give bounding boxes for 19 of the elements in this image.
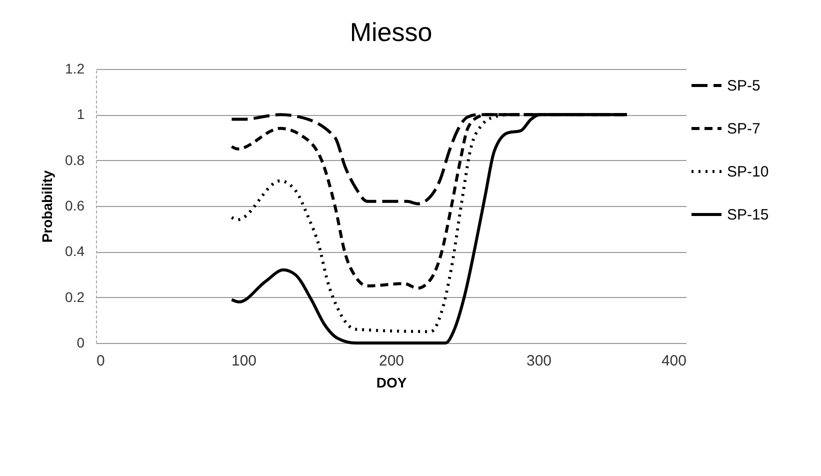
x-tick-label: 100	[231, 352, 257, 370]
legend-label: SP-5	[727, 78, 760, 94]
y-tick-label: 0.8	[65, 152, 85, 168]
y-tick-label: 0	[76, 334, 85, 350]
x-tick-label: 0	[96, 352, 105, 370]
legend-label: SP-10	[727, 164, 769, 180]
legend-label: SP-7	[727, 120, 760, 138]
chart-title: Miesso	[350, 17, 432, 47]
legend-label: SP-15	[727, 206, 769, 224]
y-axis-title: Probability	[39, 170, 56, 243]
x-tick-label: 300	[526, 352, 552, 370]
y-tick-label: 0.6	[65, 198, 85, 214]
y-tick-label: 0.4	[65, 243, 85, 260]
x-tick-label: 400	[661, 352, 686, 370]
y-tick-label: 1.2	[65, 60, 85, 76]
x-tick-label: 200	[378, 352, 404, 370]
y-tick-label: 0.2	[65, 288, 85, 305]
y-tick-label: 1	[76, 106, 85, 122]
x-axis-title: DOY	[376, 374, 408, 390]
